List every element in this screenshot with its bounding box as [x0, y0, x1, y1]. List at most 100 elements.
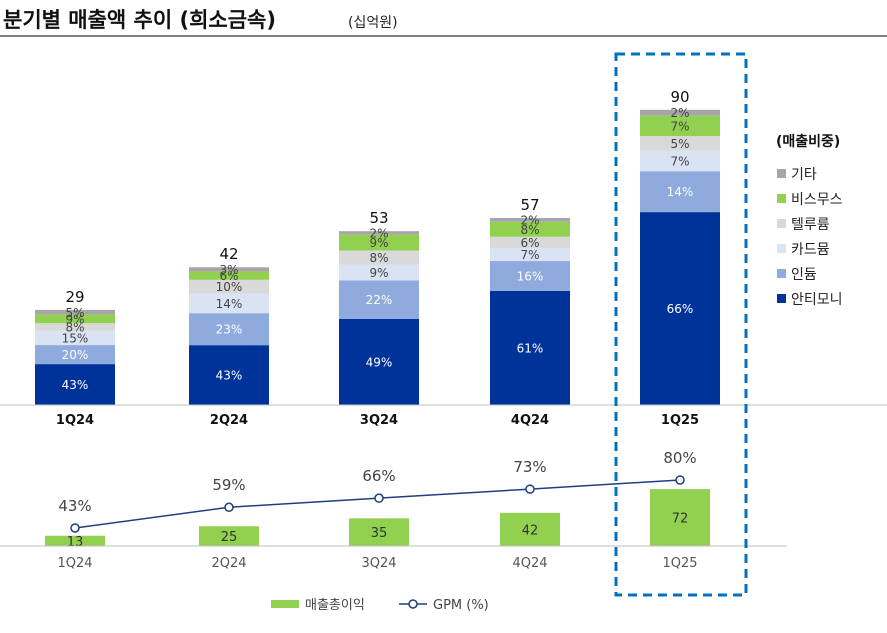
- bar-segment-indium-3Q24: [339, 280, 419, 319]
- bar-segment-cardium-3Q24: [339, 264, 419, 281]
- bar-segment-cardium-1Q24: [35, 330, 115, 346]
- gpm-label-4Q24: 73%: [513, 458, 546, 476]
- category-label-2Q24: 2Q24: [210, 413, 248, 428]
- segment-label-bismuth-3Q24: 9%: [369, 236, 388, 250]
- bar-segment-other-3Q24: [339, 231, 419, 235]
- total-label-2Q24: 42: [219, 245, 238, 263]
- gross-profit-bar-3Q24: [349, 518, 409, 546]
- bar-segment-cardium-2Q24: [189, 293, 269, 314]
- segment-label-bismuth-1Q25: 7%: [670, 119, 689, 133]
- gpm-point-3Q24: [374, 493, 384, 503]
- bar-segment-bismuth-4Q24: [490, 221, 570, 237]
- gross-profit-label-2Q24: 25: [221, 530, 238, 545]
- gross-profit-bar-2Q24: [199, 526, 259, 546]
- legend-swatch-bismuth: [777, 194, 786, 203]
- segment-label-antimony-3Q24: 49%: [366, 355, 393, 369]
- chart-title: 분기별 매출액 추이 (희소금속): [3, 8, 276, 32]
- gross-profit-bar-1Q25: [650, 489, 710, 546]
- chart-unit: (십억원): [348, 15, 398, 31]
- gpm-point-1Q25: [675, 475, 685, 485]
- bottom-category-label-1Q24: 1Q24: [57, 556, 92, 571]
- bar-segment-antimony-1Q24: [35, 364, 115, 405]
- gross-profit-bar-1Q24: [45, 535, 105, 546]
- gross-profit-label-1Q25: 72: [672, 512, 689, 527]
- segment-label-indium-1Q24: 20%: [62, 348, 89, 362]
- bar-segment-bismuth-1Q24: [35, 314, 115, 324]
- total-label-3Q24: 53: [369, 209, 388, 227]
- category-label-4Q24: 4Q24: [511, 413, 549, 428]
- bar-segment-indium-1Q24: [35, 345, 115, 365]
- segment-label-bismuth-4Q24: 8%: [520, 223, 539, 237]
- gross-profit-legend: 매출총이익 GPM (%): [271, 598, 489, 613]
- total-label-1Q24: 29: [65, 288, 84, 306]
- gpm-label-2Q24: 59%: [212, 476, 245, 494]
- stacked-bar-chart: 43%20%15%8%9%5%291Q2443%23%14%10%6%3%422…: [0, 88, 887, 428]
- segment-label-cardium-1Q25: 7%: [670, 154, 689, 168]
- bar-segment-bismuth-1Q25: [640, 115, 720, 137]
- bar-segment-bismuth-2Q24: [189, 271, 269, 280]
- legend-swatch-indium: [777, 269, 786, 278]
- legend-marker-gpm: [408, 599, 418, 609]
- segment-label-tellurium-1Q24: 8%: [65, 321, 84, 335]
- legend-label-gross-profit: 매출총이익: [305, 598, 365, 613]
- bar-segment-other-1Q25: [640, 109, 720, 116]
- category-label-1Q25: 1Q25: [661, 413, 699, 428]
- legend-swatch-antimony: [777, 294, 786, 303]
- bar-segment-tellurium-1Q25: [640, 136, 720, 151]
- bottom-category-label-3Q24: 3Q24: [361, 556, 396, 571]
- category-label-1Q24: 1Q24: [56, 413, 94, 428]
- bar-segment-tellurium-2Q24: [189, 279, 269, 294]
- highlight-box-1q25: [614, 52, 748, 597]
- segment-label-other-2Q24: 3%: [219, 263, 238, 277]
- segment-label-cardium-3Q24: 9%: [369, 266, 388, 280]
- segment-label-cardium-4Q24: 7%: [520, 248, 539, 262]
- legend-label-bismuth: 비스무스: [791, 192, 843, 208]
- gpm-label-1Q25: 80%: [663, 449, 696, 467]
- segment-label-tellurium-1Q25: 5%: [670, 137, 689, 151]
- gross-profit-chart: 13 1Q24 25 2Q24 35 3Q24 42 4Q24 72 1Q25 43% 59% 66% 7…: [0, 449, 787, 571]
- bar-segment-other-4Q24: [490, 218, 570, 222]
- bar-segment-antimony-1Q25: [640, 212, 720, 405]
- bar-segment-cardium-4Q24: [490, 247, 570, 262]
- bar-segment-tellurium-4Q24: [490, 236, 570, 248]
- legend-swatch-tellurium: [777, 219, 786, 228]
- total-label-4Q24: 57: [520, 196, 539, 214]
- bar-segment-tellurium-1Q24: [35, 323, 115, 331]
- segment-label-other-1Q24: 5%: [65, 306, 84, 320]
- gpm-point-2Q24: [224, 502, 234, 512]
- segment-label-bismuth-2Q24: 6%: [219, 269, 238, 283]
- bar-segment-antimony-2Q24: [189, 345, 269, 405]
- segment-label-cardium-1Q24: 15%: [62, 331, 89, 345]
- segment-label-other-4Q24: 2%: [520, 213, 539, 227]
- gpm-point-1Q24: [70, 523, 80, 533]
- segment-label-other-1Q25: 2%: [670, 106, 689, 120]
- segment-label-tellurium-3Q24: 8%: [369, 251, 388, 265]
- segment-label-antimony-1Q24: 43%: [62, 378, 89, 392]
- legend-swatch-other: [777, 169, 786, 178]
- segment-label-tellurium-2Q24: 10%: [216, 280, 243, 294]
- legend-label-cardium: 카드뮴: [791, 242, 830, 258]
- segment-label-indium-1Q25: 14%: [667, 185, 694, 199]
- bar-segment-indium-1Q25: [640, 171, 720, 213]
- bar-segment-antimony-4Q24: [490, 290, 570, 405]
- gpm-label-3Q24: 66%: [362, 467, 395, 485]
- gross-profit-label-4Q24: 42: [522, 523, 539, 538]
- bar-segment-tellurium-3Q24: [339, 250, 419, 265]
- segment-label-cardium-2Q24: 14%: [216, 297, 243, 311]
- legend-label-tellurium: 텔루륨: [791, 217, 830, 233]
- gpm-point-4Q24: [525, 484, 535, 494]
- bar-segment-bismuth-3Q24: [339, 234, 419, 251]
- bottom-category-label-2Q24: 2Q24: [211, 556, 246, 571]
- category-label-3Q24: 3Q24: [360, 413, 398, 428]
- legend-label-gpm: GPM (%): [433, 598, 489, 613]
- legend-label-other: 기타: [791, 167, 817, 183]
- bar-segment-indium-2Q24: [189, 313, 269, 346]
- legend-label-indium: 인듐: [791, 267, 817, 283]
- bottom-category-label-1Q25: 1Q25: [662, 556, 697, 571]
- segment-label-other-3Q24: 2%: [369, 226, 388, 240]
- legend-label-antimony: 안티모니: [791, 292, 843, 308]
- bar-segment-indium-4Q24: [490, 261, 570, 291]
- legend-swatch-cardium: [777, 244, 786, 253]
- bar-segment-cardium-1Q25: [640, 150, 720, 172]
